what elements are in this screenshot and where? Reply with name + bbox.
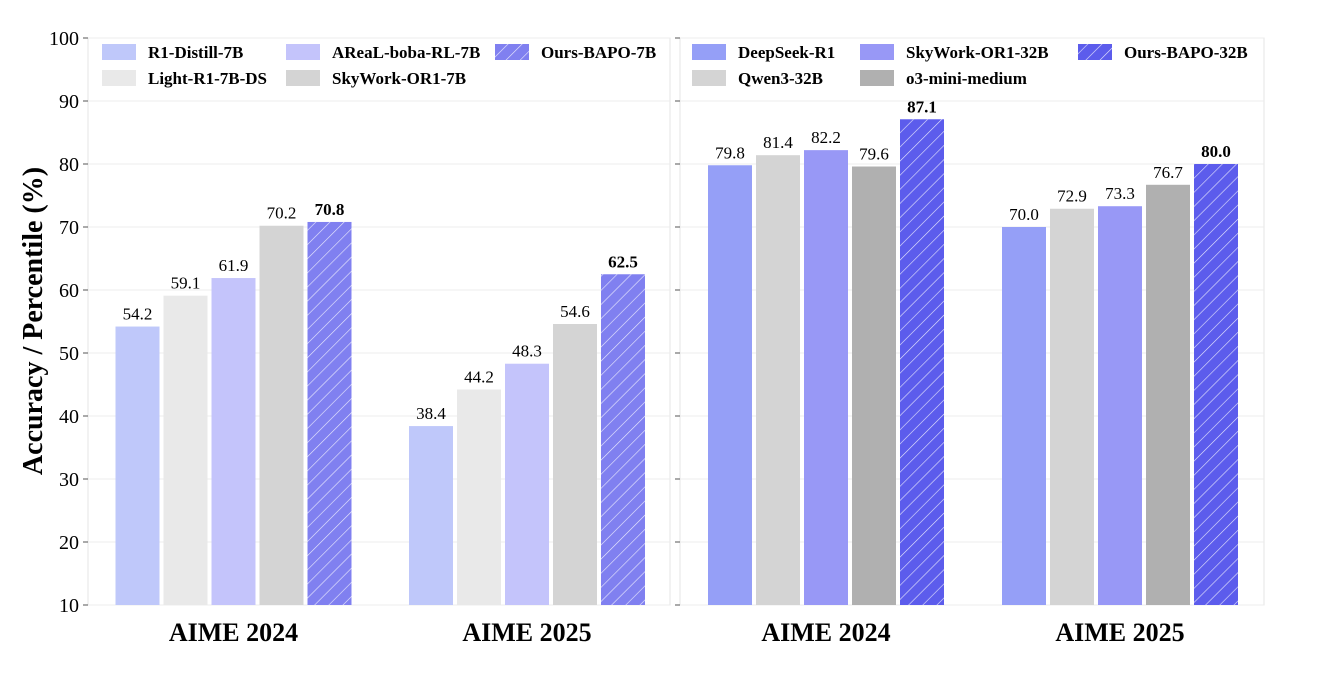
legend: DeepSeek-R1 SkyWork-OR1-32B Ours-BAPO-32B Q… [692,43,1248,88]
y-tick-label: 30 [59,469,79,491]
data-label: 59.1 [171,274,201,293]
y-tick-label: 100 [49,28,79,50]
bar [163,295,208,605]
legend-label: Ours-BAPO-32B [1124,43,1248,62]
legend-label: Qwen3-32B [738,69,823,88]
data-label: 61.9 [219,256,249,275]
bar-hatch [601,274,645,605]
data-label: 79.6 [859,145,889,164]
legend-swatch [102,70,136,86]
x-category-label: AIME 2024 [169,618,298,647]
legend-swatch [286,44,320,60]
data-label: 48.3 [512,342,542,361]
x-category-label: AIME 2025 [1055,618,1184,647]
bar [1002,227,1046,605]
bar [505,363,549,605]
y-tick-label: 20 [59,532,79,554]
bar [1050,208,1094,606]
y-tick-label: 10 [59,595,79,617]
legend-label: DeepSeek-R1 [738,43,835,62]
data-label: 73.3 [1105,184,1135,203]
chart-panel-1: 10 20 30 40 50 60 70 80 90 100 54.2 59.1 61.9 70.2 70.… [49,28,671,647]
y-tick-label: 70 [59,217,79,239]
bar [1146,184,1190,606]
bar-hatch [1194,164,1238,605]
bar-hatch [900,119,944,606]
bar [457,389,501,605]
y-tick-label: 50 [59,343,79,365]
bar [553,324,597,605]
legend-label: Light-R1-7B-DS [148,69,267,88]
legend-label: SkyWork-OR1-7B [332,69,466,88]
bar [115,326,160,605]
data-label: 80.0 [1201,142,1231,161]
bar [211,278,256,605]
data-label: 70.2 [267,204,297,223]
bar [756,155,800,605]
legend-swatch-hatch [1078,44,1112,60]
chart-panel-2: 79.8 81.4 82.2 79.6 87.1 AIME 2024 70.0 72.9 73.… [675,37,1265,647]
y-tick-label: 60 [59,280,79,302]
data-label: 87.1 [907,97,937,116]
bar [852,166,896,605]
data-label: 54.6 [560,302,590,321]
bar [259,225,304,606]
data-label: 54.2 [123,305,153,324]
data-label: 70.8 [315,200,345,219]
data-label: 62.5 [608,252,638,271]
y-tick-label: 40 [59,406,79,428]
bar [804,150,848,605]
legend-label: o3-mini-medium [906,69,1027,88]
x-category-label: AIME 2025 [462,618,591,647]
data-label: 81.4 [763,133,793,152]
x-category-label: AIME 2024 [761,618,890,647]
legend: R1-Distill-7B AReaL-boba-RL-7B Ours-BAPO-7… [102,43,656,88]
legend-swatch [102,44,136,60]
y-axis-label: Accuracy / Percentile (%) [18,167,49,475]
legend-swatch [860,70,894,86]
data-label: 76.7 [1153,163,1183,182]
data-label: 82.2 [811,128,841,147]
legend-label: AReaL-boba-RL-7B [332,43,480,62]
bar-hatch [307,221,352,605]
legend-swatch [860,44,894,60]
bar [1098,206,1142,605]
legend-label: SkyWork-OR1-32B [906,43,1049,62]
data-label: 72.9 [1057,187,1087,206]
y-tick-label: 90 [59,91,79,113]
bar [708,165,752,605]
legend-swatch [692,70,726,86]
data-label: 44.2 [464,368,494,387]
legend-label: Ours-BAPO-7B [541,43,656,62]
legend-swatch-hatch [495,44,529,60]
data-label: 70.0 [1009,205,1039,224]
legend-swatch [692,44,726,60]
legend-label: R1-Distill-7B [148,43,243,62]
data-label: 79.8 [715,143,745,162]
bar [409,426,453,605]
data-label: 38.4 [416,404,446,423]
legend-swatch [286,70,320,86]
y-tick-label: 80 [59,154,79,176]
